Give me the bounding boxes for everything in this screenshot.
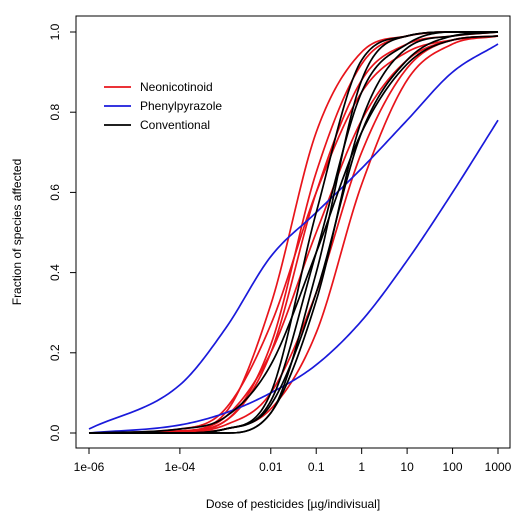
y-tick-label-3: 0.4 (48, 264, 62, 281)
y-axis-label: Fraction of species affected (10, 159, 24, 306)
x-tick-label-5: 1 (358, 460, 365, 474)
y-tick-label-1: 0.0 (48, 424, 62, 441)
curve-conventional-15 (89, 31, 499, 434)
y-tick-label-2: 0.2 (48, 344, 62, 361)
plot-border (75, 15, 511, 449)
x-tick-label-1: 1e-06 (74, 460, 105, 474)
x-axis-label: Dose of pesticides [µg/indivisual] (206, 497, 380, 511)
y-tick-label-6: 1.0 (48, 23, 62, 40)
x-tick-label-6: 10 (400, 460, 414, 474)
plot-frame (75, 15, 511, 449)
legend-label-conventional: Conventional (140, 118, 210, 132)
x-tick-label-8: 1000 (485, 460, 512, 474)
y-axis: 0.0 0.2 0.4 0.6 0.8 1.0 (48, 23, 76, 441)
x-tick-label-3: 0.01 (259, 460, 283, 474)
curve-conventional-14 (88, 35, 499, 434)
x-tick-label-4: 0.1 (308, 460, 325, 474)
y-tick-label-5: 0.8 (48, 104, 62, 121)
y-tick-label-4: 0.6 (48, 184, 62, 201)
curve-neonicotinoid-6 (88, 35, 499, 434)
curve-phenylpyrazole-9 (88, 119, 499, 434)
legend-label-phenylpyrazole: Phenylpyrazole (140, 99, 222, 113)
x-tick-label-7: 100 (443, 460, 463, 474)
legend-label-neonicotinoid: Neonicotinoid (140, 80, 213, 94)
x-tick-label-2: 1e-04 (165, 460, 196, 474)
curves (88, 31, 499, 434)
legend: Neonicotinoid Phenylpyrazole Conventional (104, 80, 222, 132)
x-axis: 1e-06 1e-04 0.01 0.1 1 10 100 1000 (74, 448, 512, 474)
